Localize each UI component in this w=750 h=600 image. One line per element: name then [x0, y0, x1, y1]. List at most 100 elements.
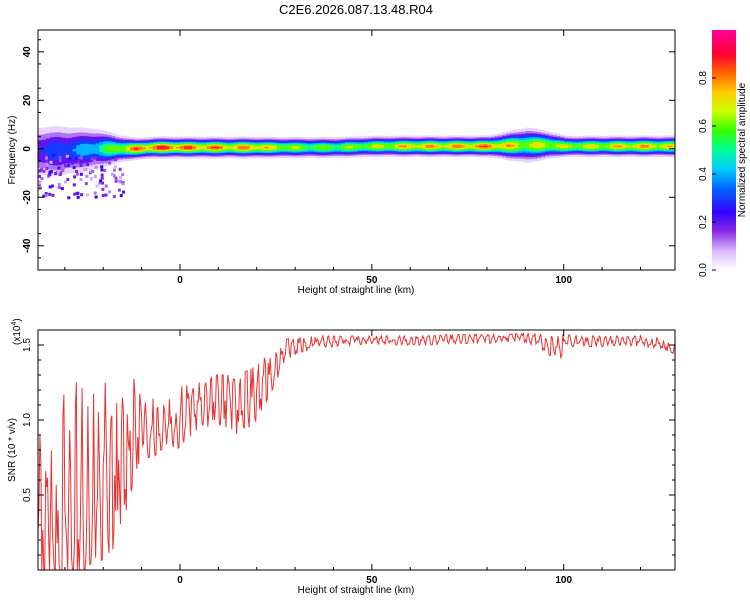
spectrogram-noise-cell [48, 192, 52, 196]
spectrogram-cell [310, 147, 315, 149]
spectrogram-noise-cell [45, 162, 49, 166]
spectrogram-noise-cell [85, 174, 89, 178]
spectrogram-cell [206, 146, 212, 149]
spectrogram-frame [37, 29, 676, 271]
spectrogram-noise-cell [90, 157, 94, 161]
spectrogram-cell [210, 147, 216, 149]
spectrogram-cell [314, 145, 319, 150]
spectrogram-cell [563, 144, 569, 148]
spectrogram-noise-cell [49, 160, 53, 164]
spectrogram-cell [76, 145, 81, 155]
spectrogram-noise-cell [79, 172, 83, 176]
spectrogram-x-tick-label: 0 [177, 275, 183, 286]
colorbar-tick-label: 0.0 [698, 263, 709, 277]
spectrogram-noise-cell [100, 173, 104, 177]
spectrogram-noise-cell [93, 156, 97, 160]
spectrogram-cell [321, 145, 327, 151]
spectrogram-cell [275, 145, 281, 150]
spectrogram-noise-cell [61, 169, 65, 173]
spectrogram-noise-cell [45, 166, 49, 170]
spectrogram-cell [245, 146, 250, 150]
spectrogram-cell [490, 144, 496, 149]
spectrogram-cell [333, 144, 338, 151]
spectrogram-ticks: 0 50 100 -40 -20 0 20 40 [22, 30, 675, 286]
spectrogram-noise-cell [79, 163, 83, 167]
spectrogram-cell [659, 145, 665, 148]
spectrogram-cell [348, 146, 354, 149]
spectrogram-cell [95, 143, 100, 155]
spectrogram-cell [99, 145, 104, 153]
spectrogram-cell [87, 144, 93, 155]
spectrogram-cell [122, 145, 127, 152]
snr-marks [38, 332, 675, 570]
spectrogram-cell [72, 149, 77, 152]
spectrogram-cell [433, 146, 438, 147]
spectrogram-cell [663, 144, 668, 149]
spectrogram-noise-cell [57, 185, 61, 189]
spectrogram-cell [387, 144, 392, 149]
spectrogram-cell [625, 145, 630, 148]
spectrogram-cell [651, 145, 657, 148]
spectrogram-cell [107, 145, 112, 153]
spectrogram-noise-cell [60, 187, 64, 191]
spectrogram-cell [356, 145, 361, 149]
spectrogram-cell [582, 145, 588, 148]
spectrogram-cell [440, 145, 446, 148]
spectrogram-cell [279, 145, 285, 150]
spectrogram-cell [176, 147, 181, 149]
spectrogram-noise-cell [48, 185, 52, 189]
spectrogram-x-axis-label: Height of straight line (km) [298, 285, 415, 296]
spectrogram-cell [237, 145, 242, 150]
spectrogram-noise-cell [121, 190, 125, 194]
spectrogram-x-tick-label: 50 [366, 275, 378, 286]
spectrogram-cell [628, 146, 634, 147]
spectrogram-cell [352, 144, 358, 150]
snr-y-multiplier-close: ) [12, 318, 23, 321]
spectrogram-cell [460, 145, 465, 148]
spectrogram-noise-cell [119, 194, 123, 198]
spectrogram-contour-level-9 [133, 145, 488, 150]
snr-y-multiplier: (x104) [11, 318, 23, 345]
spectrogram-cell [621, 144, 626, 149]
spectrogram-cell [195, 145, 200, 150]
spectrogram-noise-cell [84, 182, 88, 186]
spectrogram-noise-cell [114, 179, 118, 183]
spectrogram-cell [91, 144, 97, 154]
spectrogram-cell [375, 144, 381, 149]
spectrogram-cell [552, 142, 557, 149]
spectrogram-cell [118, 146, 124, 152]
spectrogram-cell [444, 144, 450, 148]
spectrogram-cell [199, 145, 204, 150]
spectrogram-noise-cell [63, 154, 67, 158]
colorbar-tick-label: 0.8 [698, 71, 709, 85]
spectrogram-noise-cell [53, 171, 57, 175]
spectrogram-cell [114, 145, 120, 152]
spectrogram-noise-cell [58, 172, 62, 176]
spectrogram-cell [137, 146, 143, 151]
spectrogram-cell [452, 144, 457, 148]
spectrogram-cell [318, 145, 323, 151]
spectrogram-noise-cell [112, 195, 116, 199]
spectrogram-cell [556, 144, 561, 148]
spectrogram-noise-cell [114, 176, 118, 180]
spectrogram-noise-cell [57, 182, 61, 186]
spectrogram-cell [609, 144, 615, 149]
snr-y-tick-label: 1.0 [22, 413, 33, 427]
spectrogram-noise-cell [64, 180, 68, 184]
spectrogram-noise-cell [84, 168, 88, 172]
spectrogram-cell [371, 144, 377, 148]
spectrogram-cell [486, 144, 492, 148]
spectrogram-noise-cell [70, 161, 74, 165]
spectrogram-cell [383, 143, 388, 149]
spectrogram-cell [368, 144, 373, 149]
spectrogram-cell [298, 145, 304, 150]
spectrogram-cell [579, 144, 584, 149]
spectrogram-noise-cell [77, 160, 81, 164]
spectrogram-noise-cell [86, 163, 90, 167]
spectrogram-cell [463, 144, 469, 149]
spectrogram-noise-cell [38, 174, 42, 178]
spectrogram-noise-cell [89, 177, 93, 181]
spectrogram-y-tick-label: 40 [22, 46, 33, 58]
spectrogram-cell [594, 144, 599, 148]
